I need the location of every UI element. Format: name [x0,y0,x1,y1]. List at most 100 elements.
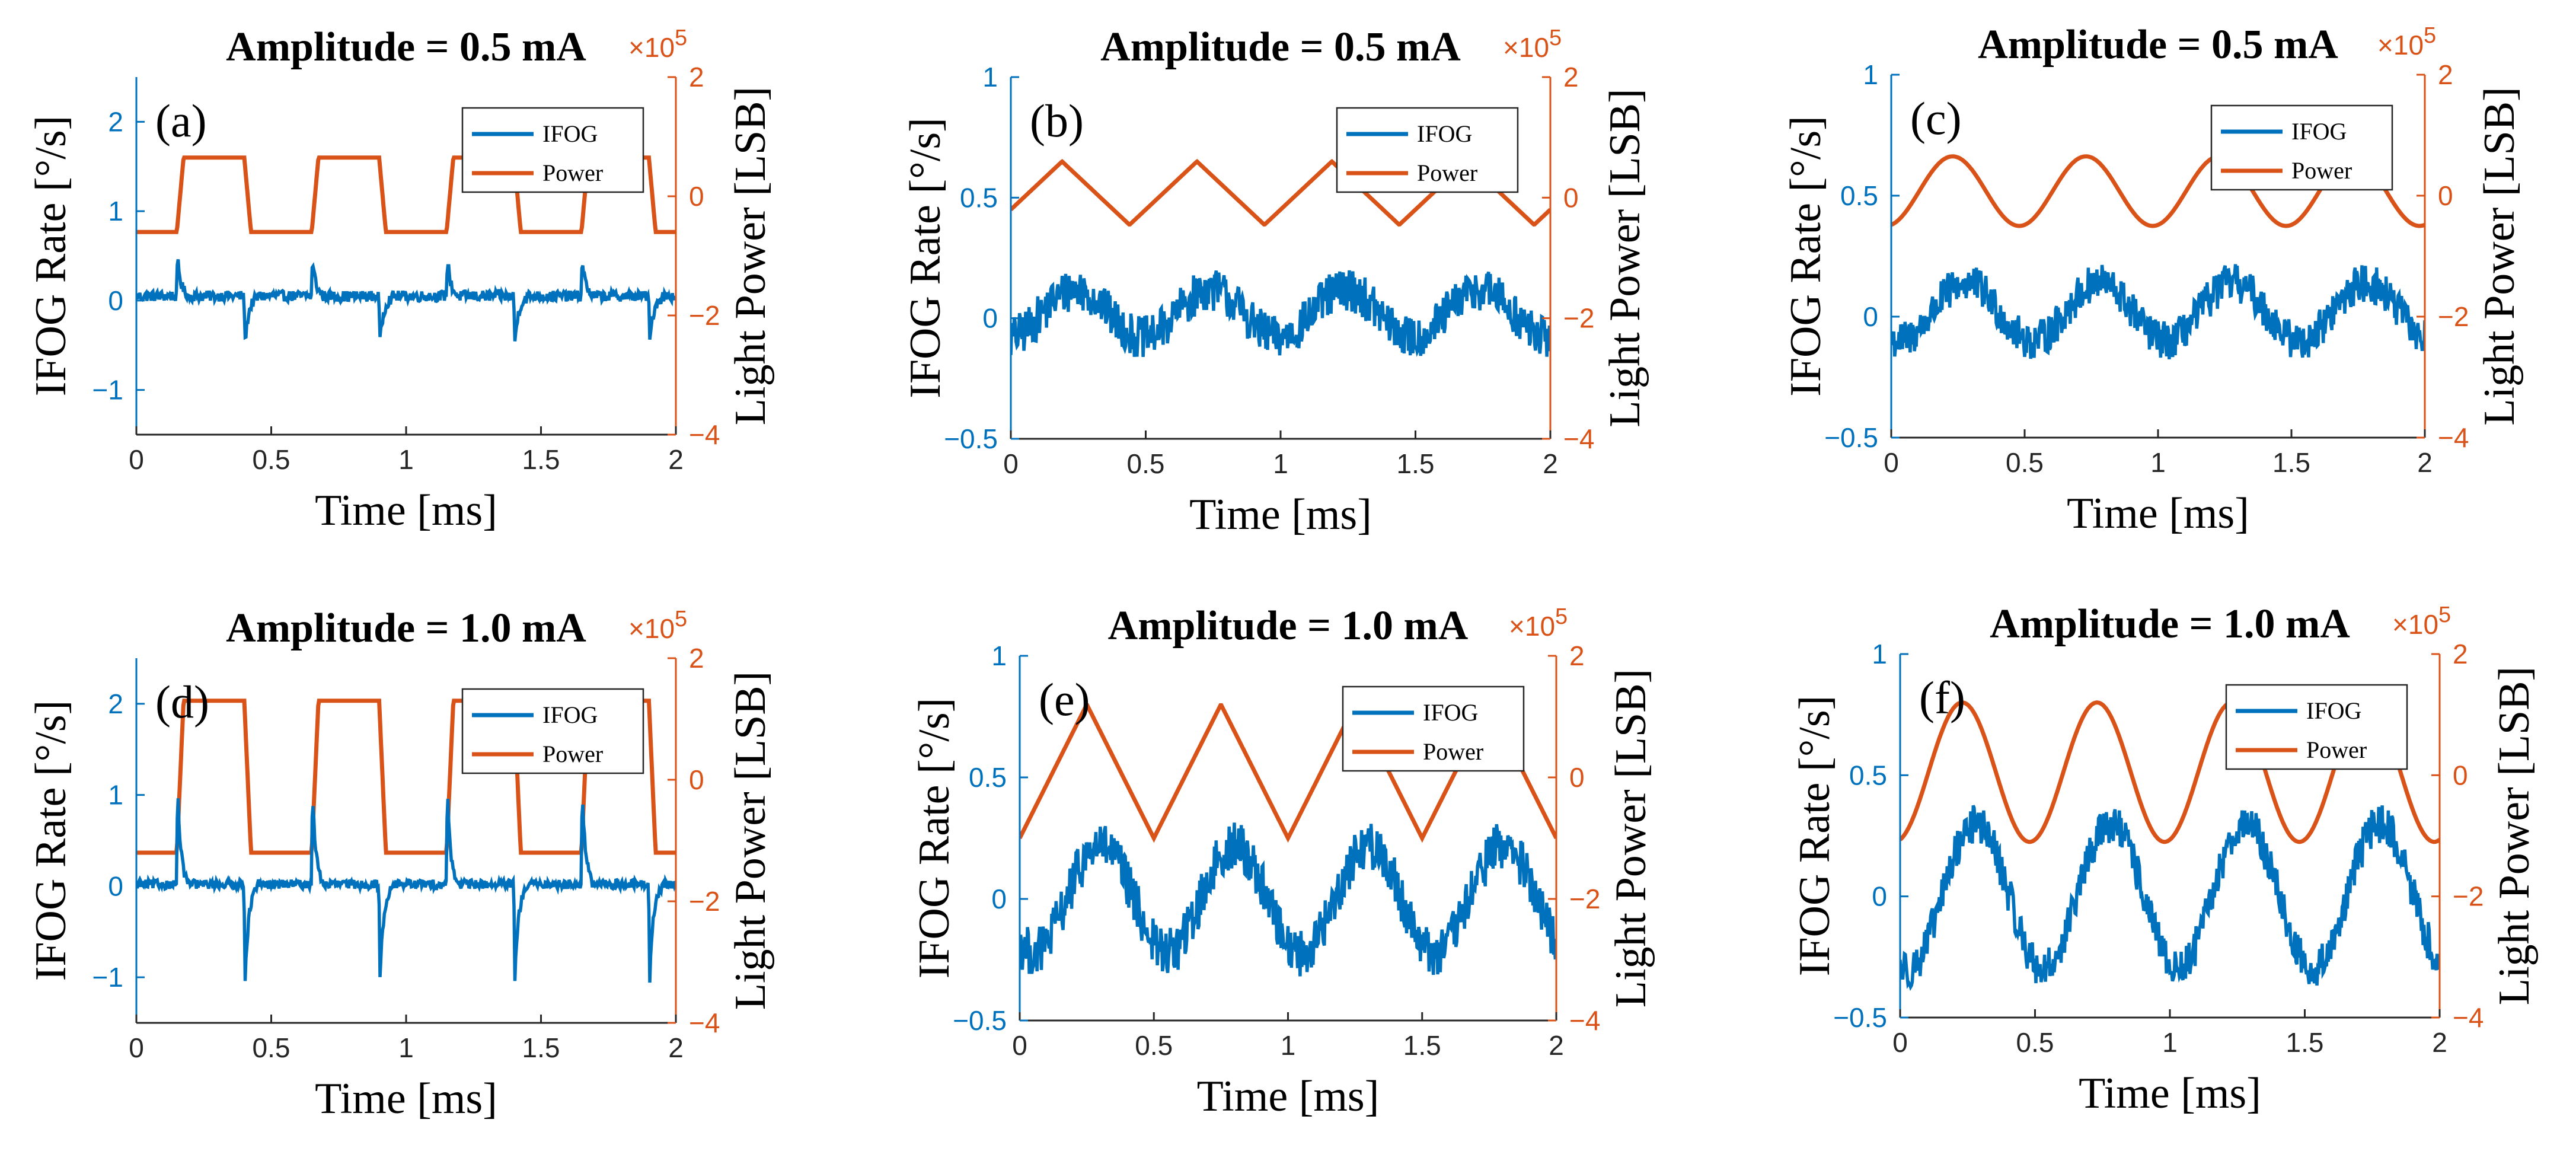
x-tick-label: 0.5 [1135,1030,1173,1061]
chart-title: Amplitude = 0.5 mA [226,24,586,70]
x-tick-label: 2 [2432,1027,2447,1058]
panel-label: (e) [1039,674,1090,725]
panel-label: (d) [155,676,209,728]
x-tick-label: 0 [1884,447,1899,478]
legend-power-label: Power [542,160,603,186]
ifog-series-line [1891,264,2425,360]
legend: IFOG Power [2225,684,2408,770]
right-axis-exponent: ×105 [628,25,687,63]
right-y-axis-label: Light Power [LSB] [1607,669,1655,1007]
right-axis-exponent: ×105 [628,607,687,644]
x-axis-label: Time [ms] [315,486,497,535]
x-tick-label: 0.5 [253,1032,291,1063]
panel-label: (c) [1910,93,1962,144]
x-axis-label: Time [ms] [2079,1069,2261,1118]
legend-ifog-label: IFOG [2291,118,2347,145]
x-tick-label: 1 [2162,1027,2178,1058]
right-y-tick-label: 0 [1569,762,1585,793]
left-y-tick-label: 0 [108,285,123,316]
right-y-tick-label: −4 [689,1007,720,1038]
left-y-tick-label: 0.5 [1840,180,1878,211]
legend-box [461,107,644,193]
x-axis-label: Time [ms] [1189,490,1372,539]
right-axis-exponent: ×105 [2377,23,2436,60]
legend-ifog-label: IFOG [1423,699,1478,726]
panel-label: (b) [1030,95,1084,146]
right-y-tick-label: −4 [2453,1002,2484,1033]
right-y-tick-label: 2 [689,643,704,674]
right-y-tick-label: 2 [2438,59,2453,90]
legend-box [1342,685,1525,772]
x-tick-label: 1.5 [1397,448,1435,479]
right-y-tick-label: 0 [689,764,704,795]
x-tick-label: 1 [398,1032,414,1063]
legend-power-label: Power [2306,736,2367,763]
left-y-tick-label: −0.5 [953,1005,1007,1036]
legend-ifog-label: IFOG [2306,697,2361,724]
right-y-tick-label: −2 [689,886,720,917]
left-y-tick-label: 0 [108,870,123,901]
left-y-tick-label: 0 [991,884,1007,914]
x-axis-label: Time [ms] [315,1074,497,1123]
ifog-series-line [136,259,676,342]
ifog-series-line [1020,822,1556,977]
x-tick-label: 0 [129,444,144,475]
legend-ifog-label: IFOG [1417,120,1472,147]
left-y-axis-label: IFOG Rate [°/s] [910,698,959,979]
x-tick-label: 1 [1281,1030,1296,1061]
right-y-tick-label: −2 [2438,301,2469,332]
chart-title: Amplitude = 0.5 mA [1978,22,2338,68]
left-y-tick-label: −1 [92,962,123,993]
right-y-tick-label: 0 [2453,760,2468,790]
left-y-axis-label: IFOG Rate [°/s] [27,116,75,397]
x-tick-label: 0 [1892,1027,1908,1058]
left-y-tick-label: 1 [1872,639,1887,669]
left-y-tick-label: −0.5 [1824,422,1878,453]
right-y-tick-label: −2 [1563,303,1594,334]
legend-ifog-label: IFOG [542,701,598,728]
x-axis-label: Time [ms] [1197,1072,1380,1121]
chart-title: Amplitude = 0.5 mA [1100,24,1461,70]
ifog-series-line [136,798,676,983]
x-tick-label: 1.5 [2272,447,2310,478]
right-y-tick-label: −4 [689,419,720,450]
right-y-tick-label: 2 [689,62,704,93]
left-y-tick-label: −0.5 [944,423,998,454]
x-axis-label: Time [ms] [2067,489,2249,538]
left-y-tick-label: 1 [108,780,123,811]
right-y-axis-label: Light Power [LSB] [726,87,775,425]
x-tick-label: 0.5 [1127,448,1165,479]
right-y-tick-label: −2 [2453,881,2484,912]
legend: IFOG Power [461,107,644,193]
left-y-axis-label: IFOG Rate [°/s] [1782,116,1830,397]
chart-title: Amplitude = 1.0 mA [1990,601,2350,647]
right-y-tick-label: 2 [2453,639,2468,669]
x-tick-label: 0.5 [2006,447,2044,478]
right-y-tick-label: −2 [1569,884,1600,914]
right-y-axis-label: Light Power [LSB] [2475,87,2524,425]
ifog-series-line [1900,805,2440,991]
legend: IFOG Power [1336,107,1519,193]
right-y-tick-label: −4 [2438,422,2469,453]
chart-title: Amplitude = 1.0 mA [226,605,586,651]
x-tick-label: 0 [1012,1030,1027,1061]
left-y-tick-label: −0.5 [1833,1002,1887,1033]
x-tick-label: 2 [1543,448,1558,479]
x-tick-label: 0 [129,1032,144,1063]
right-y-tick-label: 0 [1563,182,1579,213]
left-y-axis-label: IFOG Rate [°/s] [1790,696,1839,977]
right-y-tick-label: −4 [1569,1005,1600,1036]
left-y-axis-label: IFOG Rate [°/s] [901,117,950,398]
right-y-axis-label: Light Power [LSB] [726,671,775,1010]
right-y-tick-label: 0 [2438,180,2453,211]
left-y-tick-label: 0 [1863,301,1878,332]
x-tick-label: 1 [2150,447,2166,478]
left-y-tick-label: 2 [108,688,123,719]
x-tick-label: 1 [1273,448,1288,479]
x-tick-label: 0 [1003,448,1019,479]
